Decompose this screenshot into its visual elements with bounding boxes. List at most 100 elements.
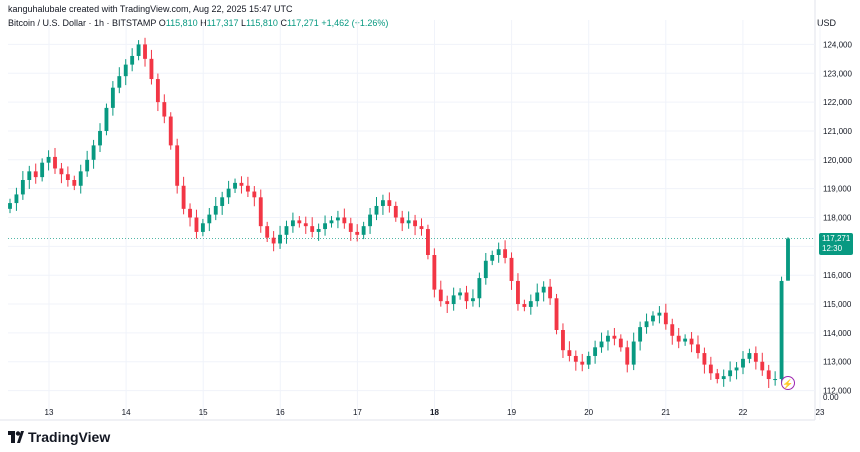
x-tick-label: 20 xyxy=(584,408,593,417)
chart-grid xyxy=(0,0,821,421)
candle-body xyxy=(413,220,418,227)
candle-body xyxy=(509,257,514,281)
candle-body xyxy=(715,373,720,380)
candle-body xyxy=(779,280,784,380)
candle-body xyxy=(483,260,488,279)
candle-body xyxy=(149,58,154,80)
candle-body xyxy=(78,171,83,186)
y-tick-label: 119,000 xyxy=(823,185,852,194)
candle-body xyxy=(708,364,713,374)
candle-body xyxy=(361,226,366,235)
candle-body xyxy=(400,217,405,224)
chart-credit: kanguhalubale created with TradingView.c… xyxy=(8,4,293,14)
candle-body xyxy=(98,130,102,146)
candle-body xyxy=(143,44,147,59)
candle-body xyxy=(393,205,398,218)
candle-body xyxy=(406,220,411,224)
candle-body xyxy=(651,315,655,322)
candle-body xyxy=(136,44,141,56)
candle-body xyxy=(522,304,527,307)
symbol-title[interactable]: Bitcoin / U.S. Dollar · 1h · BITSTAMP xyxy=(8,18,157,28)
x-tick-label: 23 xyxy=(816,408,825,417)
last-time: 12:30 xyxy=(822,243,843,253)
candle-body xyxy=(20,180,25,195)
candle-body xyxy=(342,217,347,224)
candle-body xyxy=(541,286,546,293)
candle-body xyxy=(760,361,765,371)
candle-body xyxy=(194,217,199,232)
x-tick-label: 15 xyxy=(199,408,208,417)
y-tick-label: 116,000 xyxy=(823,271,852,280)
candle-body xyxy=(496,249,501,255)
candle-body xyxy=(528,301,533,307)
candle-body xyxy=(580,361,585,365)
candle-body xyxy=(676,335,681,342)
candle-body xyxy=(265,226,270,238)
candle-body xyxy=(110,87,115,108)
currency-label[interactable]: USD xyxy=(816,18,836,28)
candle-body xyxy=(458,292,463,296)
candle-body xyxy=(310,226,315,232)
y-tick-label: 121,000 xyxy=(823,127,852,136)
candle-body xyxy=(753,353,758,362)
candle-body xyxy=(130,55,135,65)
candle-body xyxy=(766,370,771,380)
high-value: 117,317 xyxy=(206,18,239,28)
candle-body xyxy=(387,200,392,206)
last-price-tag: 117,271 12:30 xyxy=(819,232,853,255)
candle-body xyxy=(59,168,64,175)
candle-body xyxy=(612,335,617,339)
candle-body xyxy=(335,217,340,221)
low-value: 115,810 xyxy=(246,18,278,28)
candle-body xyxy=(477,278,482,299)
candle-body xyxy=(8,203,12,209)
tradingview-logo[interactable]: TradingView xyxy=(8,429,110,445)
candle-body xyxy=(252,191,257,198)
candle-body xyxy=(162,102,167,117)
x-tick-label: 21 xyxy=(661,408,670,417)
open-value: 115,810 xyxy=(165,18,198,28)
candle-body xyxy=(316,229,321,232)
brand-name: TradingView xyxy=(28,429,111,445)
change-value: +1,462 (+1.26%) xyxy=(321,18,389,28)
close-label: C xyxy=(280,18,287,28)
candle-body xyxy=(567,350,572,356)
candle-body xyxy=(155,79,160,103)
candle-body xyxy=(226,188,231,198)
x-tick-label: 13 xyxy=(45,408,54,417)
candle-body xyxy=(638,327,643,342)
candle-body xyxy=(271,237,276,244)
y-tick-label: 115,000 xyxy=(823,300,852,309)
candle-body xyxy=(451,295,456,305)
y-tick-label: 124,000 xyxy=(823,40,852,49)
x-tick-label: 17 xyxy=(353,408,362,417)
candle-body xyxy=(689,338,694,345)
candle-body xyxy=(773,379,778,381)
candle-body xyxy=(535,292,540,302)
candle-body xyxy=(181,185,186,209)
candle-body xyxy=(207,214,212,224)
candle-body xyxy=(670,324,675,336)
candle-body xyxy=(741,358,745,368)
candle-body xyxy=(747,353,752,359)
candle-body xyxy=(464,292,469,302)
lightning-icon[interactable]: ⚡ xyxy=(781,376,795,390)
y-tick-label: 0.00 xyxy=(823,393,839,402)
open-label: O xyxy=(158,18,166,28)
candle-body xyxy=(53,156,57,169)
candle-body xyxy=(374,205,379,215)
y-tick-label: 120,000 xyxy=(823,156,852,165)
x-tick-label: 18 xyxy=(430,408,439,417)
candle-body xyxy=(432,255,437,290)
candle-body xyxy=(200,223,205,232)
candle-body xyxy=(625,347,630,365)
candle-body xyxy=(175,145,180,186)
last-price: 117,271 xyxy=(822,233,851,243)
candle-body xyxy=(593,347,598,356)
candle-body xyxy=(258,197,263,227)
candle-body xyxy=(516,280,520,305)
candle-body xyxy=(618,338,623,348)
candle-body xyxy=(239,182,244,186)
low-label: L xyxy=(241,18,247,28)
